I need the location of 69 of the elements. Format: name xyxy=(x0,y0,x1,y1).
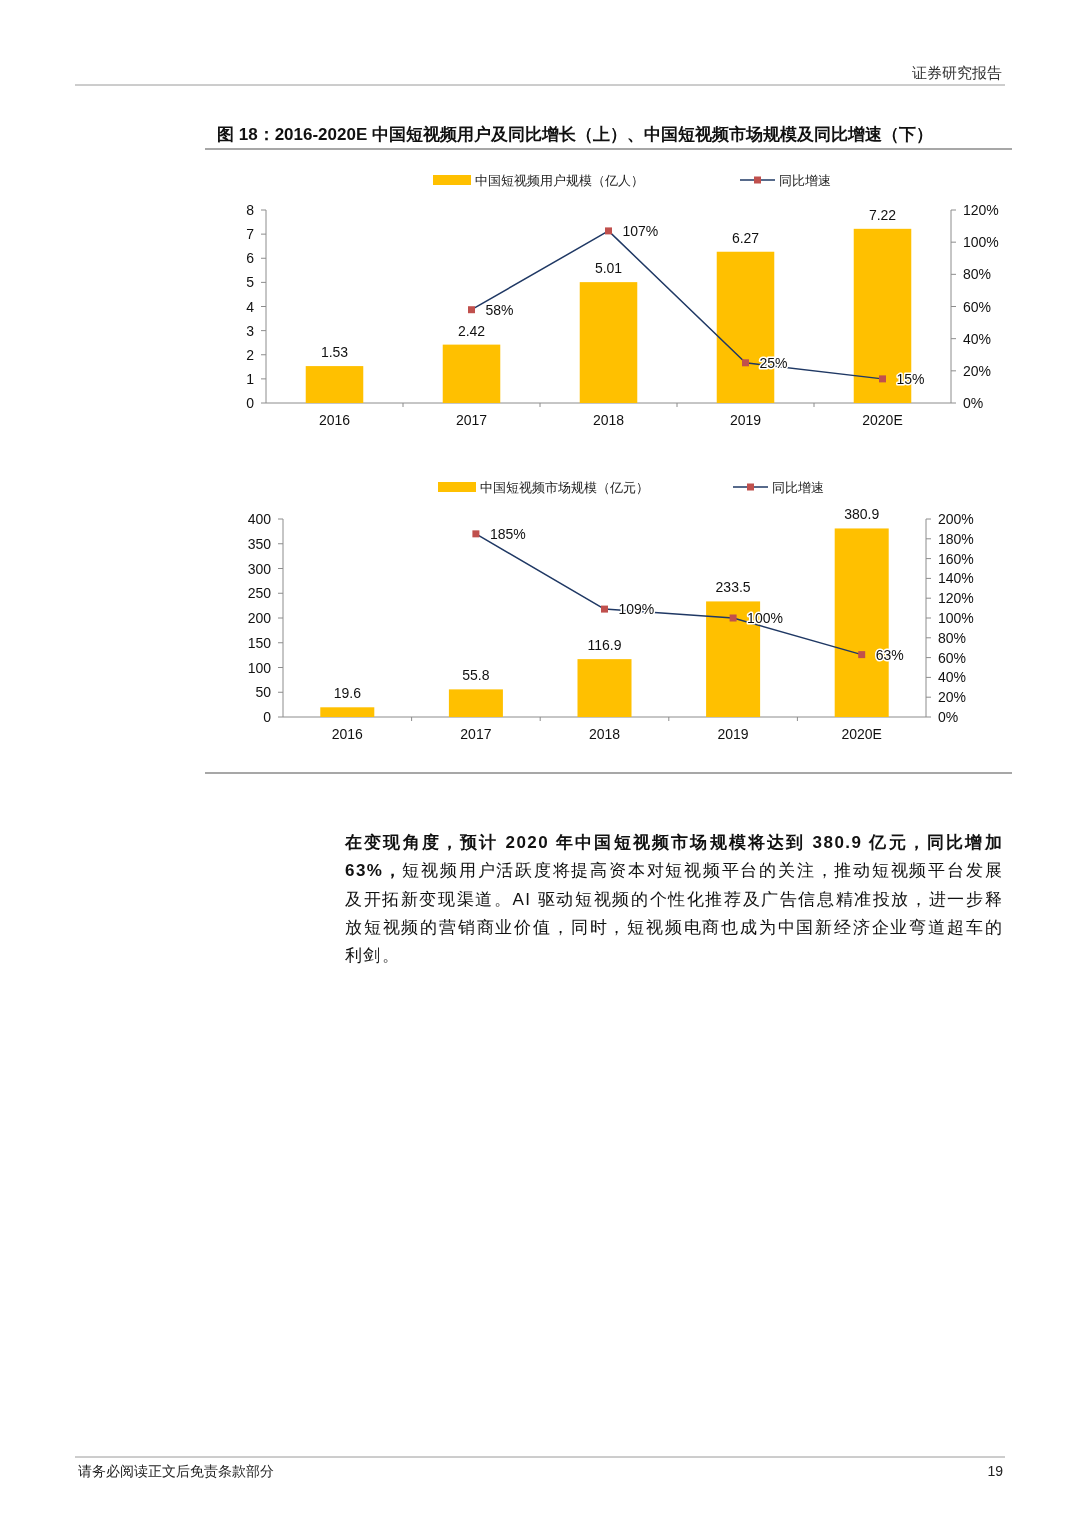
y2-tick-label: 140% xyxy=(938,570,974,587)
y-tick-label: 5 xyxy=(246,274,255,291)
y-tick-label: 50 xyxy=(255,684,272,701)
legend-label: 中国短视频用户规模（亿人） xyxy=(475,173,644,188)
y-tick-label: 8 xyxy=(246,202,255,218)
line-label: 185% xyxy=(489,525,526,542)
y2-tick-label: 0% xyxy=(938,709,959,725)
y2-tick-label: 80% xyxy=(938,629,967,646)
x-tick-label: 2016 xyxy=(331,726,364,742)
x-tick-label: 2017 xyxy=(460,726,492,742)
x-tick-label: 2018 xyxy=(592,412,625,428)
y2-tick-label: 120% xyxy=(963,202,999,218)
y-tick-label: 250 xyxy=(247,585,272,602)
x-tick-label: 2020E xyxy=(841,726,882,742)
y-tick-label: 400 xyxy=(247,511,272,527)
y-tick-label: 3 xyxy=(246,322,255,339)
y-tick-label: 2 xyxy=(246,346,255,363)
bar-label: 19.6 xyxy=(333,685,361,702)
y2-tick-label: 180% xyxy=(938,530,974,547)
line-label: 25% xyxy=(759,354,788,371)
x-tick-label: 2018 xyxy=(588,726,621,742)
y-tick-label: 7 xyxy=(246,226,255,243)
legend-label: 同比增速 xyxy=(779,173,831,188)
y2-tick-label: 80% xyxy=(963,266,992,283)
paragraph: 在变现角度，预计 2020 年中国短视频市场规模将达到 380.9 亿元，同比增加 63%，短视频用户活跃度将提高资本对短视频平台的关注，推动短视频平台发展及开拓新变现渠道。AI 驱动短视频的个性化推荐及广告信息精准投放，进一步释放短视频的营销商业价值，同时，短视频电商也成为中国新经济企业弯道超车的利剑。 xyxy=(345,832,1003,968)
y2-tick-label: 40% xyxy=(938,669,967,686)
y2-tick-label: 120% xyxy=(938,590,974,607)
bar-label: 5.01 xyxy=(594,260,623,277)
x-tick-label: 2017 xyxy=(455,412,488,428)
y-tick-label: 150 xyxy=(247,634,272,651)
y-tick-label: 1 xyxy=(246,370,255,387)
header: 证券研究报告 xyxy=(912,64,1002,81)
bar-label: 55.8 xyxy=(462,667,490,684)
footer: 请务必阅读正文后免责条款部分 xyxy=(78,1463,274,1479)
y2-tick-label: 100% xyxy=(963,234,999,251)
y-tick-label: 0 xyxy=(263,709,272,725)
y2-tick-label: 40% xyxy=(963,330,992,347)
y2-tick-label: 100% xyxy=(938,610,974,626)
line-label: 107% xyxy=(622,222,659,239)
y2-tick-label: 60% xyxy=(963,298,992,315)
bar-label: 380.9 xyxy=(844,506,880,523)
y-tick-label: 0 xyxy=(246,395,255,411)
y2-tick-label: 60% xyxy=(938,649,967,666)
y2-tick-label: 20% xyxy=(963,362,992,379)
y-tick-label: 350 xyxy=(247,535,272,552)
y2-tick-label: 0% xyxy=(963,395,984,411)
bar-label: 233.5 xyxy=(715,579,751,596)
y-tick-label: 4 xyxy=(246,298,255,315)
legend-label: 同比增速 xyxy=(772,480,824,495)
page-number: 19 xyxy=(987,1463,1003,1479)
legend-label: 中国短视频市场规模（亿元） xyxy=(480,480,649,495)
y-tick-label: 100 xyxy=(247,659,272,676)
bar-label: 7.22 xyxy=(868,206,897,223)
x-tick-label: 2016 xyxy=(318,412,351,428)
title: 图 18：2016-2020E 中国短视频用户及同比增长（上）、中国短视频市场规模及同比增速（下） xyxy=(217,125,933,144)
y2-tick-label: 20% xyxy=(938,689,967,706)
y-tick-label: 300 xyxy=(247,560,272,577)
x-tick-label: 2019 xyxy=(717,726,749,742)
y-tick-label: 200 xyxy=(247,610,272,626)
bar-label: 1.53 xyxy=(320,344,349,361)
y2-tick-label: 160% xyxy=(938,550,974,567)
x-tick-label: 2019 xyxy=(729,412,762,428)
line-label: 58% xyxy=(485,301,514,318)
y2-tick-label: 200% xyxy=(938,511,974,527)
bar-label: 116.9 xyxy=(587,637,622,654)
x-tick-label: 2020E xyxy=(862,412,903,428)
y-tick-label: 6 xyxy=(246,250,255,267)
bar-label: 2.42 xyxy=(457,322,486,339)
bar-label: 6.27 xyxy=(731,229,760,246)
